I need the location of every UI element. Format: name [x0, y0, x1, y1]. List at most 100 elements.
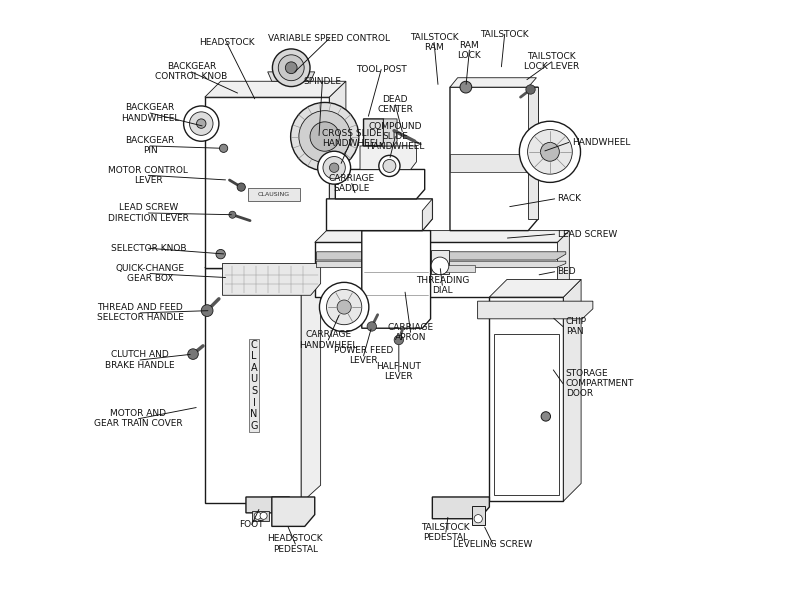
Polygon shape [558, 230, 570, 297]
Text: CARRIAGE
APRON: CARRIAGE APRON [387, 323, 434, 342]
Text: LEAD SCREW: LEAD SCREW [558, 230, 617, 239]
Text: LEAD SCREW
DIRECTION LEVER: LEAD SCREW DIRECTION LEVER [108, 203, 189, 223]
Text: TAILSTOCK
RAM: TAILSTOCK RAM [410, 33, 458, 52]
Polygon shape [478, 301, 593, 319]
Circle shape [526, 85, 535, 94]
Polygon shape [432, 497, 490, 519]
Polygon shape [326, 199, 432, 230]
Text: TOOL POST: TOOL POST [356, 65, 406, 74]
Circle shape [527, 130, 572, 174]
Polygon shape [490, 280, 581, 297]
Polygon shape [330, 81, 346, 268]
Text: C
L
A
U
S
I
N
G: C L A U S I N G [250, 340, 258, 431]
Text: MOTOR AND
GEAR TRAIN COVER: MOTOR AND GEAR TRAIN COVER [94, 409, 182, 428]
Circle shape [367, 322, 377, 331]
Text: CARRIAGE
SADDLE: CARRIAGE SADDLE [329, 174, 375, 193]
Polygon shape [222, 263, 321, 295]
Circle shape [519, 121, 581, 182]
Circle shape [202, 305, 213, 316]
Polygon shape [317, 252, 566, 260]
Circle shape [474, 515, 482, 523]
Text: POWER FEED
LEVER: POWER FEED LEVER [334, 346, 393, 365]
Circle shape [383, 160, 396, 172]
Circle shape [290, 103, 359, 170]
Text: CROSS SLIDE
HANDWHEEL: CROSS SLIDE HANDWHEEL [322, 129, 382, 148]
Polygon shape [272, 497, 314, 526]
Polygon shape [205, 250, 321, 268]
Bar [472, 506, 485, 524]
Polygon shape [205, 81, 346, 97]
Polygon shape [252, 511, 270, 520]
Polygon shape [363, 119, 383, 146]
Circle shape [323, 157, 346, 179]
Circle shape [286, 62, 297, 74]
Text: QUICK-CHANGE
GEAR BOX: QUICK-CHANGE GEAR BOX [115, 264, 185, 283]
Polygon shape [205, 97, 330, 268]
Polygon shape [268, 72, 314, 81]
Polygon shape [360, 146, 417, 169]
Circle shape [319, 283, 369, 332]
Circle shape [310, 122, 339, 151]
Text: HANDWHEEL: HANDWHEEL [572, 138, 630, 147]
Polygon shape [450, 87, 538, 230]
Circle shape [278, 55, 304, 80]
Bar [430, 250, 450, 274]
Text: CLUTCH AND
BRAKE HANDLE: CLUTCH AND BRAKE HANDLE [106, 350, 175, 370]
Text: STORAGE
COMPARTMENT
DOOR: STORAGE COMPARTMENT DOOR [566, 369, 634, 398]
Text: BACKGEAR
PIN: BACKGEAR PIN [126, 136, 174, 155]
Circle shape [229, 211, 236, 218]
Text: MOTOR CONTROL
LEVER: MOTOR CONTROL LEVER [108, 166, 188, 185]
Circle shape [188, 349, 198, 359]
Circle shape [299, 110, 350, 163]
Polygon shape [246, 497, 290, 513]
Circle shape [326, 289, 362, 325]
Polygon shape [381, 119, 397, 146]
Text: VARIABLE SPEED CONTROL: VARIABLE SPEED CONTROL [269, 34, 390, 43]
Circle shape [254, 512, 262, 520]
Polygon shape [528, 87, 538, 219]
Circle shape [330, 163, 339, 172]
Circle shape [318, 151, 350, 184]
Text: BED: BED [558, 267, 576, 276]
Polygon shape [450, 78, 537, 87]
Circle shape [541, 142, 559, 161]
Circle shape [197, 119, 206, 128]
Polygon shape [490, 297, 563, 501]
Text: BACKGEAR
HANDWHEEL: BACKGEAR HANDWHEEL [121, 103, 179, 122]
Circle shape [184, 106, 219, 141]
Text: RACK: RACK [558, 194, 582, 203]
Circle shape [460, 81, 472, 93]
Polygon shape [422, 199, 432, 230]
Bar [434, 265, 475, 272]
Circle shape [237, 183, 246, 191]
Text: TAILSTOCK
LOCK LEVER: TAILSTOCK LOCK LEVER [524, 52, 579, 71]
Text: RAM
LOCK: RAM LOCK [458, 41, 482, 59]
Polygon shape [302, 250, 321, 503]
Circle shape [337, 300, 351, 314]
Text: CHIP
PAN: CHIP PAN [566, 317, 587, 336]
Text: THREADING
DIAL: THREADING DIAL [416, 276, 469, 295]
Polygon shape [335, 169, 425, 199]
Text: TAILSTOCK: TAILSTOCK [480, 30, 529, 39]
Text: SPINDLE: SPINDLE [303, 77, 342, 86]
Text: LEVELING SCREW: LEVELING SCREW [454, 539, 533, 548]
Text: HEADSTOCK: HEADSTOCK [198, 38, 254, 47]
Text: THREAD AND FEED
SELECTOR HANDLE: THREAD AND FEED SELECTOR HANDLE [97, 304, 183, 322]
Text: FOOT: FOOT [239, 520, 264, 529]
Bar [248, 188, 300, 201]
Polygon shape [362, 230, 430, 328]
Polygon shape [563, 280, 581, 501]
Polygon shape [205, 268, 302, 503]
Text: COMPOUND
SLIDE
HANDWHEEL: COMPOUND SLIDE HANDWHEEL [366, 122, 425, 151]
Circle shape [219, 144, 228, 152]
Polygon shape [450, 154, 528, 172]
Polygon shape [314, 230, 570, 242]
Text: TAILSTOCK
PEDESTAL: TAILSTOCK PEDESTAL [422, 523, 470, 542]
Circle shape [216, 250, 226, 259]
Polygon shape [494, 334, 558, 495]
Text: HALF-NUT
LEVER: HALF-NUT LEVER [376, 362, 422, 381]
Text: CLAUSING: CLAUSING [258, 192, 290, 197]
Circle shape [260, 512, 267, 520]
Text: HEADSTOCK
PEDESTAL: HEADSTOCK PEDESTAL [267, 535, 323, 554]
Text: BACKGEAR
CONTROL KNOB: BACKGEAR CONTROL KNOB [155, 62, 227, 82]
